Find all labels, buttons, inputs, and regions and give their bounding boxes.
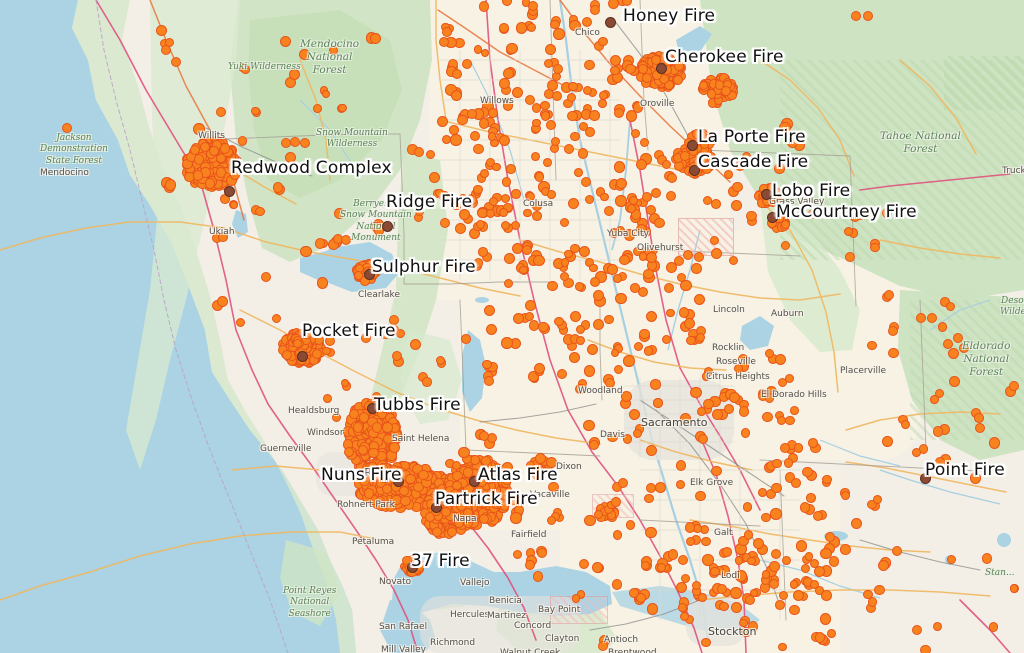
named-fire-label: Partrick Fire <box>435 489 538 509</box>
place-label: Placerville <box>840 366 886 376</box>
place-label: Saint Helena <box>392 434 450 444</box>
fire-hotspot-dot[interactable] <box>368 447 379 459</box>
park-label: Snow Mountain Wilderness <box>316 128 388 150</box>
place-label: San Rafael <box>379 622 428 632</box>
urban-sacramento <box>624 380 734 460</box>
place-label: Clayton <box>545 634 580 644</box>
named-fire-marker[interactable] <box>223 185 235 197</box>
fire-hotspot-dot[interactable] <box>382 422 393 433</box>
checkerboard-forest-ne <box>944 56 1024 110</box>
place-label: Antioch <box>604 635 639 645</box>
named-fire-label: Redwood Complex <box>231 158 392 178</box>
place-label: El Dorado Hills <box>761 390 827 400</box>
place-label: Novato <box>379 577 412 587</box>
place-label: Willits <box>198 131 225 141</box>
eldorado-forest-hatch <box>910 300 1024 440</box>
place-label: Hercules <box>450 610 490 620</box>
fire-hotspot-dot[interactable] <box>192 170 204 181</box>
fire-hotspot-dot[interactable] <box>343 447 355 458</box>
place-label: Davis <box>600 430 625 440</box>
place-label: Fairfield <box>511 530 547 540</box>
park-label: Mendocino National Forest <box>300 38 360 77</box>
park-label: DesolationWilderness <box>1000 296 1024 318</box>
named-fire-marker[interactable] <box>381 220 393 232</box>
named-fire-label: Lobo Fire <box>772 181 851 201</box>
place-label: Auburn <box>771 309 804 319</box>
named-fire-label: Point Fire <box>925 460 1005 480</box>
named-fire-marker[interactable] <box>760 188 772 200</box>
named-fire-label: Nuns Fire <box>321 465 402 485</box>
fire-hotspot-dot[interactable] <box>229 169 240 180</box>
place-label: Colusa <box>523 199 554 209</box>
place-label: Richmond <box>430 638 476 648</box>
place-label: Vallejo <box>460 578 490 588</box>
park-label: Tahoe National Forest <box>880 130 961 156</box>
named-fire-marker[interactable] <box>686 139 698 151</box>
place-label: Windsor <box>307 428 344 438</box>
place-label: Napa <box>453 514 477 524</box>
place-label: Willows <box>480 96 514 106</box>
place-label: Rohnert Park <box>337 500 395 510</box>
place-label: Lincoln <box>713 305 745 315</box>
place-label: Chico <box>575 28 600 38</box>
park-label: Stan... <box>985 568 1015 578</box>
fire-hotspot-dot[interactable] <box>193 154 205 165</box>
place-label: Healdsburg <box>288 406 340 416</box>
named-fire-label: Sulphur Fire <box>372 257 476 277</box>
park-label: Point Reyes National Seashore <box>283 586 337 619</box>
named-fire-label: McCourtney Fire <box>776 202 917 222</box>
park-label: Yuki Wilderness <box>228 62 301 72</box>
place-label: Benicia <box>489 596 522 606</box>
named-fire-label: Cascade Fire <box>698 152 809 172</box>
place-label: Guerneville <box>260 444 312 454</box>
place-label: Petaluma <box>352 537 395 547</box>
place-label: Truckee <box>1002 166 1024 176</box>
named-fire-label: Ridge Fire <box>386 192 473 212</box>
fire-hotspot-dot[interactable] <box>216 167 227 178</box>
place-label: Roseville <box>716 357 756 367</box>
place-label: Olivehurst <box>637 243 684 253</box>
place-label: Citrus Heights <box>706 372 770 382</box>
named-fire-label: 37 Fire <box>411 551 470 571</box>
place-label: Yuba City <box>607 229 649 239</box>
fire-hotspot-dot[interactable] <box>358 444 369 456</box>
place-label: Walnut Creek <box>500 648 561 653</box>
named-fire-label: Honey Fire <box>623 6 716 26</box>
place-label: Clearlake <box>358 290 400 300</box>
place-label: Mill Valley <box>381 645 426 653</box>
place-label: Elk Grove <box>690 478 734 488</box>
named-fire-label: Tubbs Fire <box>374 395 461 415</box>
place-label: Woodland <box>578 386 623 396</box>
place-label: Galt <box>714 528 733 538</box>
named-fire-label: Pocket Fire <box>302 321 396 341</box>
named-fire-marker[interactable] <box>296 350 308 362</box>
fire-hotspot-dot[interactable] <box>352 422 364 433</box>
place-label: Brentwood <box>608 648 657 653</box>
place-label: Bay Point <box>538 605 581 615</box>
place-label: Ukiah <box>209 227 235 237</box>
place-label: Stockton <box>708 625 757 638</box>
place-label: Sacramento <box>641 416 708 429</box>
park-label: Eldorado National Forest <box>962 340 1011 379</box>
fire-hotspot-dot[interactable] <box>204 178 216 189</box>
named-fire-label: La Porte Fire <box>698 127 806 147</box>
place-label: Oroville <box>640 99 675 109</box>
named-fire-label: Atlas Fire <box>478 465 558 485</box>
fire-hotspot-dot[interactable] <box>389 442 400 453</box>
special-zone-yuba <box>678 218 734 256</box>
park-label: Jackson Demonstration State Forest <box>40 133 108 166</box>
named-fire-label: Cherokee Fire <box>665 47 784 67</box>
fire-hotspot-dot[interactable] <box>208 146 220 157</box>
fire-hotspot-dot[interactable] <box>382 433 394 445</box>
place-label: Mendocino <box>40 168 89 178</box>
place-label: Lodi <box>721 571 740 581</box>
place-label: Dixon <box>556 462 582 472</box>
named-fire-marker[interactable] <box>604 16 616 28</box>
place-label: Rocklin <box>712 343 745 353</box>
place-label: Concord <box>514 621 552 631</box>
place-label: Martinez <box>487 611 526 621</box>
